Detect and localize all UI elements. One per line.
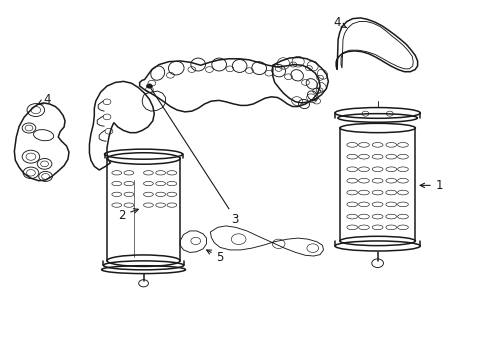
Text: 4: 4 <box>333 16 346 29</box>
Text: 2: 2 <box>118 209 138 222</box>
Text: 5: 5 <box>206 250 224 264</box>
Text: 3: 3 <box>230 213 238 226</box>
Text: 1: 1 <box>419 179 443 192</box>
Circle shape <box>146 84 152 88</box>
Text: 4: 4 <box>38 93 51 106</box>
